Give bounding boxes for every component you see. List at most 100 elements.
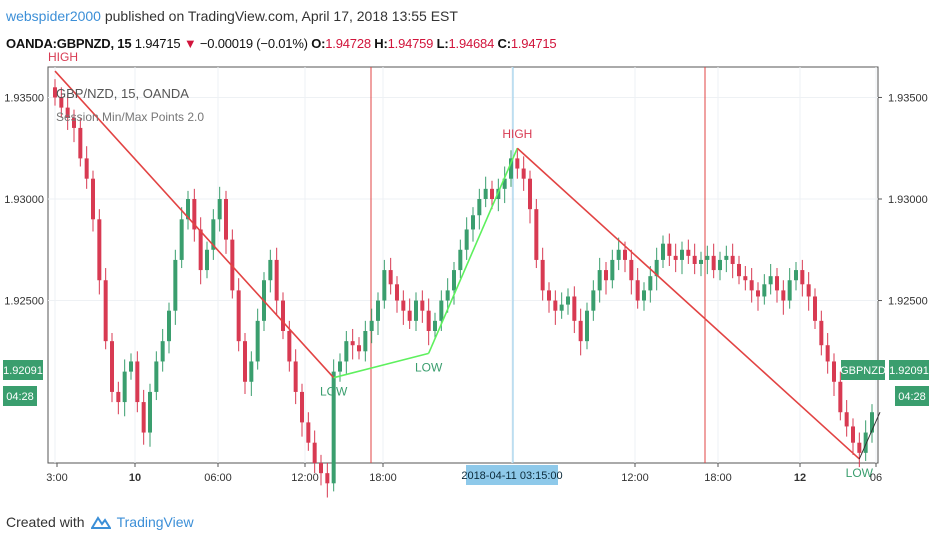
candle-body xyxy=(274,259,279,301)
candle-body xyxy=(775,276,779,291)
publish-info: webspider2000 published on TradingView.c… xyxy=(6,8,458,24)
legend-indicator: Session Min/Max Points 2.0 xyxy=(56,110,204,124)
close-value: 1.94715 xyxy=(510,36,557,51)
candle-body xyxy=(268,259,273,281)
candle-body xyxy=(350,341,355,346)
candle-body xyxy=(851,426,855,443)
zigzag-segment xyxy=(333,352,429,379)
candle-body xyxy=(211,219,216,250)
pivot-label: HIGH xyxy=(48,50,78,64)
candle-body xyxy=(72,117,76,128)
candle-body xyxy=(477,199,482,216)
candle-body xyxy=(363,331,368,352)
candle-body xyxy=(572,296,577,321)
candle-body xyxy=(116,391,121,403)
candle-body xyxy=(756,290,760,297)
candle-body xyxy=(591,290,596,311)
candle-body xyxy=(306,422,311,443)
legend-title: GBP/NZD, 15, OANDA xyxy=(56,86,189,101)
right-price-badge-text: 1.92091 xyxy=(889,365,929,377)
y-tick-label-right: 1.92500 xyxy=(888,296,928,308)
candle-body xyxy=(395,284,399,301)
pivot-label: HIGH xyxy=(502,127,532,141)
y-axis: 1.93500 1.93500 1.93000 1.93000 1.92500 1.925… xyxy=(4,92,928,307)
candle-body xyxy=(331,371,336,484)
candle-body xyxy=(781,290,786,301)
candles xyxy=(53,79,874,498)
candle-body xyxy=(471,215,475,230)
candle-body xyxy=(141,402,146,433)
open-value: 1.94728 xyxy=(325,36,371,51)
x-axis: 3:00 10 06:00 12:00 18:00 12:00 18:00 12 06 xyxy=(46,463,882,484)
pivot-labels: HIGH LOW LOW HIGH LOW xyxy=(48,50,874,480)
candle-body xyxy=(205,249,209,271)
zigzag-tail xyxy=(858,412,881,460)
down-arrow-icon: ▼ xyxy=(183,36,197,51)
high-value: 1.94759 xyxy=(387,36,434,51)
candle-body xyxy=(832,361,836,382)
candle-body xyxy=(559,304,564,311)
candle-body xyxy=(243,341,247,382)
high-label: H: xyxy=(374,36,388,51)
candle-body xyxy=(718,259,722,271)
candle-body xyxy=(401,300,406,311)
low-value: 1.94684 xyxy=(448,36,495,51)
candle-body xyxy=(103,280,108,342)
candle-body xyxy=(186,199,190,220)
candle-body xyxy=(135,361,140,403)
candle-body xyxy=(509,158,513,179)
candle-body xyxy=(420,300,425,311)
candle-body xyxy=(464,229,469,250)
x-tick-label: 18:00 xyxy=(704,472,732,484)
x-tick-label: 12:00 xyxy=(291,472,319,484)
candle-body xyxy=(483,188,488,199)
left-time-badge-text: 04:28 xyxy=(6,391,34,403)
candle-body xyxy=(711,255,716,271)
close-label: C: xyxy=(497,36,512,51)
y-tick-label-left: 1.93500 xyxy=(4,92,44,104)
candle-body xyxy=(553,300,558,311)
candle-body xyxy=(439,300,444,321)
candle-body xyxy=(635,280,640,301)
created-with-text: Created with xyxy=(6,514,85,530)
candle-body xyxy=(490,188,494,199)
candle-body xyxy=(338,361,342,372)
x-tick-label: 06 xyxy=(870,472,882,484)
session-dividers xyxy=(370,67,706,463)
candle-body xyxy=(414,300,418,321)
candle-body xyxy=(148,391,152,433)
x-tick-label: 12 xyxy=(794,472,806,484)
candle-body xyxy=(863,432,868,453)
candle-body xyxy=(749,280,754,291)
tradingview-brand-link[interactable]: TradingView xyxy=(116,514,194,530)
candle-body xyxy=(686,249,691,256)
candle-body xyxy=(762,284,767,297)
candle-body xyxy=(661,243,665,260)
candle-body xyxy=(819,320,824,346)
candle-body xyxy=(743,276,748,281)
candle-body xyxy=(566,296,570,305)
candle-body xyxy=(319,463,323,474)
candle-body xyxy=(515,158,520,169)
candle-body xyxy=(344,341,349,362)
author-link[interactable]: webspider2000 xyxy=(6,8,101,24)
candle-body xyxy=(224,199,228,240)
candle-body xyxy=(407,310,412,321)
low-label: L: xyxy=(436,36,449,51)
candle-body xyxy=(217,199,222,220)
candle-body xyxy=(65,107,70,118)
candle-body xyxy=(692,255,697,264)
candle-body xyxy=(122,371,127,403)
y-tick-label-left: 1.92500 xyxy=(4,296,44,308)
candle-body xyxy=(794,270,798,281)
candle-body xyxy=(154,361,159,392)
candle-body xyxy=(369,320,374,331)
x-tick-label: 18:00 xyxy=(369,472,397,484)
candle-body xyxy=(870,412,874,433)
candle-body xyxy=(179,219,184,260)
grid xyxy=(48,67,878,463)
candle-body xyxy=(857,442,862,453)
x-tick-label: 12:00 xyxy=(621,472,649,484)
candle-body xyxy=(673,255,678,260)
